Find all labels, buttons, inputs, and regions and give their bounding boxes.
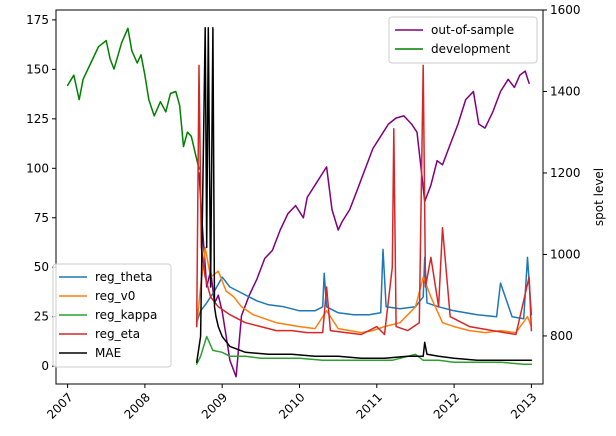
y-left-tick-label: 100 xyxy=(26,161,49,175)
y-right-tick-label: 1400 xyxy=(550,84,581,98)
x-tick-label: 2007 xyxy=(44,390,75,421)
legend-label: out-of-sample xyxy=(431,23,514,37)
legend-right: out-of-sample development xyxy=(388,16,538,64)
x-tick-label: 2012 xyxy=(431,390,462,421)
y-left-tick-label: 175 xyxy=(26,13,49,27)
y-left-tick-label: 75 xyxy=(34,211,49,225)
series-line-reg-theta xyxy=(195,248,533,324)
series-line-reg-kappa xyxy=(195,335,533,365)
x-tick-label: 2013 xyxy=(508,390,539,421)
x-axis: 2007 2008 2009 2010 2011 2012 2013 xyxy=(44,384,540,422)
legend-label: development xyxy=(431,42,510,56)
y-axis-right: 800 1000 1200 1400 1600 xyxy=(543,3,581,343)
legend-box xyxy=(388,16,538,64)
legend-label: MAE xyxy=(95,346,121,360)
x-tick-label: 2008 xyxy=(122,390,153,421)
y-left-tick-label: 125 xyxy=(26,112,49,126)
legend-label: reg_kappa xyxy=(95,308,157,322)
y-axis-right-title: spot level xyxy=(592,168,606,226)
series-line-reg-v0 xyxy=(195,246,533,334)
legend-box xyxy=(52,263,172,368)
y-left-tick-label: 25 xyxy=(34,310,49,324)
x-tick-label: 2011 xyxy=(353,390,384,421)
y-right-tick-label: 1600 xyxy=(550,3,581,17)
y-right-tick-label: 1000 xyxy=(550,247,581,261)
series-line-MAE xyxy=(195,27,533,363)
x-tick-label: 2010 xyxy=(276,390,307,421)
y-right-tick-label: 1200 xyxy=(550,166,581,180)
legend-label: reg_eta xyxy=(95,327,140,341)
plot-series xyxy=(66,27,533,378)
y-axis-left: 0 25 50 75 100 125 150 175 xyxy=(26,13,56,373)
series-line-reg-eta xyxy=(195,64,533,336)
y-left-tick-label: 150 xyxy=(26,62,49,76)
series-line-development xyxy=(66,27,200,170)
series-line-out-of-sample xyxy=(198,70,530,378)
legend-left: reg_theta reg_v0 reg_kappa reg_eta MAE xyxy=(52,263,172,368)
y-left-tick-label: 0 xyxy=(41,359,49,373)
y-right-tick-label: 800 xyxy=(550,329,573,343)
x-tick-label: 2009 xyxy=(199,390,230,421)
legend-label: reg_theta xyxy=(95,270,152,284)
y-left-tick-label: 50 xyxy=(34,260,49,274)
legend-label: reg_v0 xyxy=(95,289,135,303)
